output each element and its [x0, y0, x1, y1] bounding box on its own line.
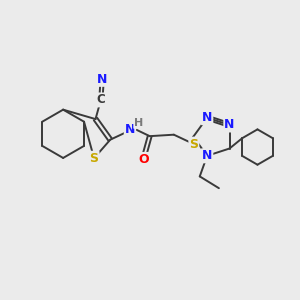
Text: S: S [90, 152, 99, 165]
Text: O: O [139, 153, 149, 166]
Text: H: H [134, 118, 143, 128]
Text: S: S [189, 138, 198, 151]
Text: N: N [125, 123, 135, 136]
Text: N: N [202, 111, 212, 124]
Text: N: N [202, 149, 212, 162]
Text: N: N [224, 118, 235, 131]
Text: N: N [97, 73, 107, 86]
Text: C: C [96, 93, 105, 106]
